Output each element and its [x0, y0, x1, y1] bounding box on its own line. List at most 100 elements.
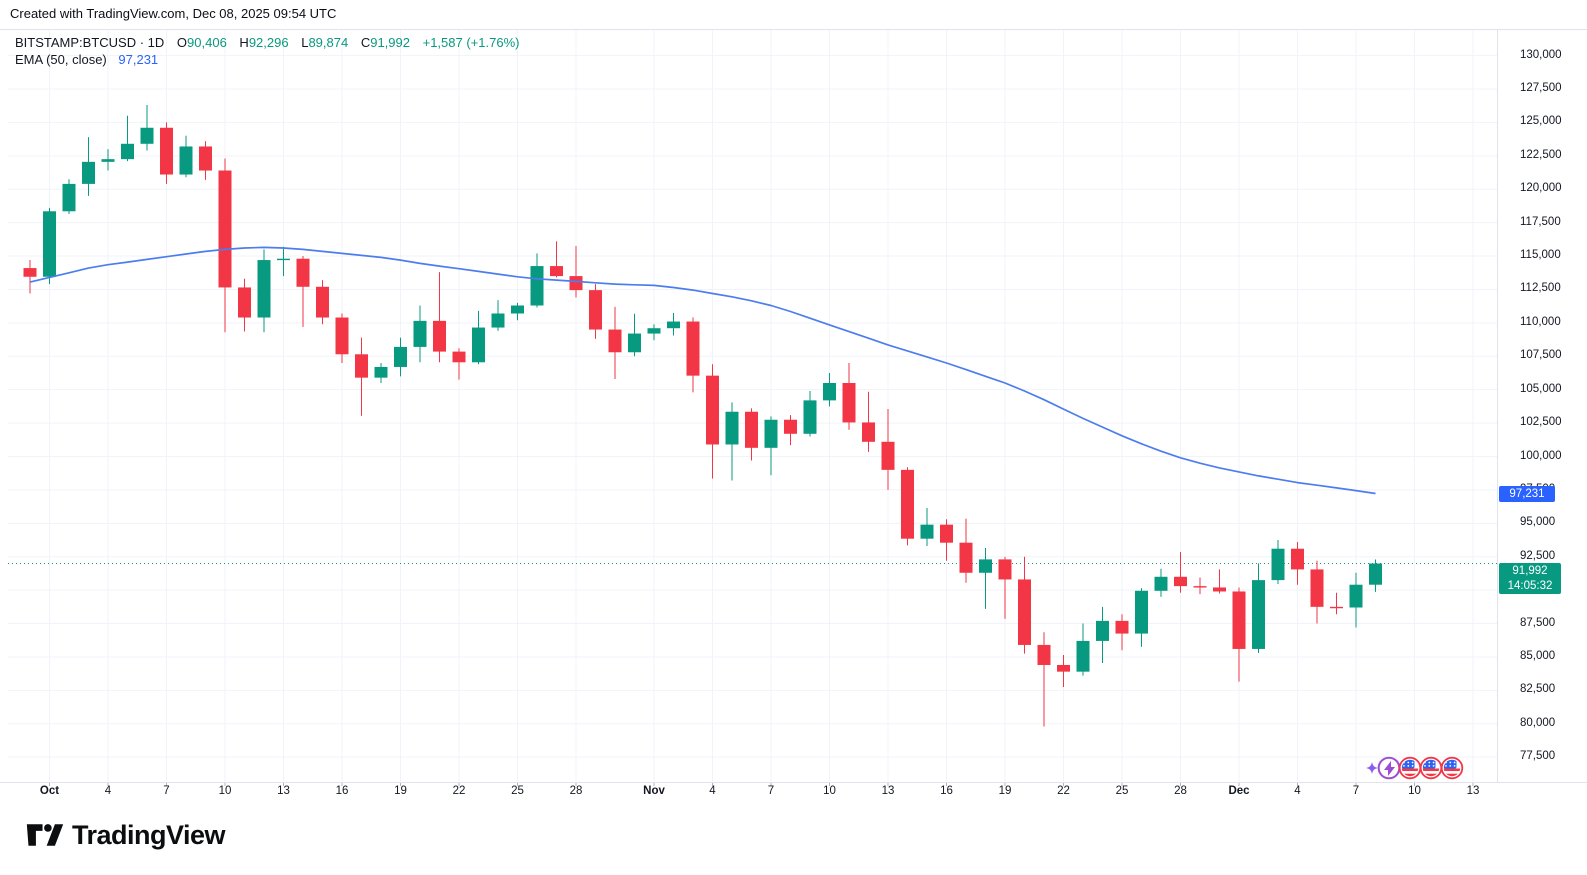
sparkle-icon	[1366, 762, 1378, 774]
candle-body	[1154, 576, 1168, 591]
candle-body	[881, 441, 895, 470]
event-markers[interactable]	[1366, 756, 1464, 780]
candle-countdown-timer: 14:05:32	[1507, 579, 1553, 592]
candle-body	[101, 159, 115, 162]
candle-body	[647, 328, 661, 334]
candle-body	[745, 411, 758, 448]
candle-body	[199, 146, 212, 171]
brand-name: TradingView	[72, 819, 226, 850]
candle-body	[998, 559, 1012, 580]
candle-body	[355, 354, 368, 378]
candle-body	[43, 211, 56, 277]
symbol-legend-row: BITSTAMP:BTCUSD · 1D O90,406 H92,296 L89…	[15, 34, 519, 51]
tradingview-brand[interactable]: TradingView	[26, 818, 226, 852]
candle-body	[803, 400, 817, 434]
candle-body	[413, 320, 427, 347]
low-label: L	[301, 35, 309, 50]
candle-body	[589, 290, 602, 330]
candle-body	[1037, 644, 1051, 665]
candle-body	[257, 260, 271, 318]
candle-body	[1349, 584, 1363, 608]
candle-body	[472, 327, 485, 363]
candle-body	[296, 258, 310, 287]
candle-body	[316, 286, 329, 318]
candle-body	[706, 375, 719, 445]
candle-body	[1018, 579, 1031, 645]
candle-body	[335, 317, 349, 355]
close-value: 91,992	[370, 35, 410, 50]
ema-indicator-value: 97,231	[118, 52, 159, 67]
candle-body	[1310, 569, 1324, 607]
candle-body	[1291, 548, 1304, 570]
candle-body	[901, 469, 914, 539]
symbol-title: BITSTAMP:BTCUSD · 1D	[15, 35, 165, 50]
candles-series	[23, 105, 1382, 727]
candle-body	[667, 321, 680, 329]
candle-body	[686, 321, 700, 376]
candle-body	[491, 313, 505, 328]
candle-body	[277, 258, 290, 261]
candle-body	[1369, 563, 1382, 585]
lightning-event-icon[interactable]	[1377, 756, 1401, 780]
candle-body	[62, 183, 76, 212]
candle-body	[823, 383, 836, 401]
candle-body	[569, 276, 583, 291]
candle-body	[920, 524, 934, 539]
close-label: C	[360, 35, 371, 50]
candle-body	[1330, 606, 1343, 609]
candle-body	[1252, 580, 1265, 649]
candle-body	[1213, 587, 1226, 592]
candle-body	[1271, 548, 1285, 581]
candle-body	[394, 346, 407, 367]
candle-body	[433, 320, 446, 352]
open-value: 90,406	[187, 35, 227, 50]
candle-body	[550, 266, 563, 277]
high-value: 92,296	[248, 35, 289, 50]
candle-body	[628, 333, 641, 353]
candle-body	[959, 542, 973, 573]
candle-body	[764, 419, 778, 448]
open-label: O	[176, 35, 188, 50]
candle-body	[1076, 640, 1090, 672]
us-flag-event-icon[interactable]	[1398, 756, 1422, 780]
candle-body	[179, 146, 193, 175]
us-flag-event-icon[interactable]	[1440, 756, 1464, 780]
ema-badge-value: 97,231	[1509, 487, 1545, 500]
current-price-value: 91,992	[1512, 564, 1548, 577]
candle-body	[608, 329, 622, 353]
created-timestamp: Created with TradingView.com, Dec 08, 20…	[10, 6, 337, 21]
candle-body	[842, 383, 856, 423]
ema-line	[29, 246, 1376, 495]
candle-body	[940, 524, 953, 543]
current-price-badge: 91,992 14:05:32	[1499, 562, 1561, 594]
candle-body	[452, 351, 466, 363]
candle-body	[121, 143, 134, 160]
candle-body	[1193, 586, 1207, 588]
candle-body	[1115, 620, 1129, 634]
candle-body	[784, 419, 797, 434]
candle-body	[238, 287, 251, 318]
candle-body	[23, 268, 37, 277]
candle-body	[862, 422, 875, 442]
candle-body	[511, 305, 524, 314]
candle-body	[374, 366, 388, 378]
candle-body	[218, 170, 232, 288]
candle-body	[725, 411, 739, 445]
candle-body	[530, 266, 544, 306]
low-value: 89,874	[308, 35, 349, 50]
us-flag-event-icon[interactable]	[1419, 756, 1443, 780]
change-value: +1,587 (+1.76%)	[422, 35, 520, 50]
high-label: H	[239, 35, 249, 50]
chart-legend: BITSTAMP:BTCUSD · 1D O90,406 H92,296 L89…	[15, 34, 519, 68]
ema-indicator-label: EMA (50, close)	[15, 52, 107, 67]
candle-body	[82, 161, 95, 184]
ema-price-badge: 97,231	[1499, 485, 1555, 502]
candle-body	[1096, 620, 1109, 641]
candle-body	[979, 559, 992, 573]
candle-body	[160, 127, 173, 175]
candle-body	[1174, 576, 1187, 587]
ema-legend-row: EMA (50, close) 97,231	[15, 51, 519, 68]
candle-body	[1135, 590, 1148, 634]
